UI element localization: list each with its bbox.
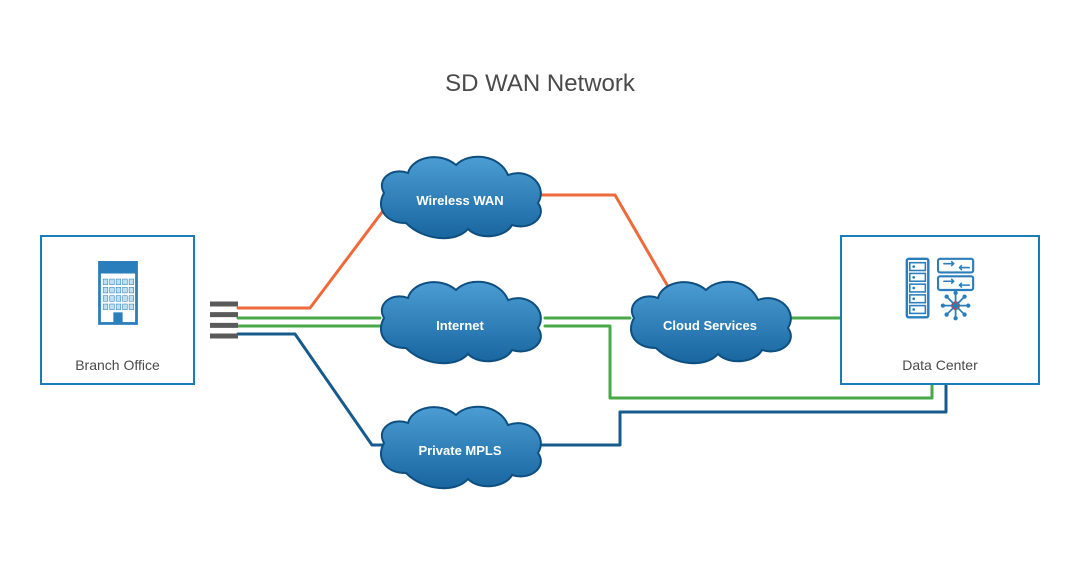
cloud-icon bbox=[370, 145, 550, 245]
diagram-title: SD WAN Network bbox=[0, 70, 1080, 98]
branch-office-node: Branch Office bbox=[40, 235, 195, 385]
private-mpls-cloud: Private MPLS bbox=[370, 395, 550, 495]
wireless-wan-cloud: Wireless WAN bbox=[370, 145, 550, 245]
building-icon bbox=[90, 255, 146, 329]
data-center-node: Data Center bbox=[840, 235, 1040, 385]
cloud-icon bbox=[370, 270, 550, 370]
branch-office-label: Branch Office bbox=[42, 357, 193, 373]
diagram-canvas: SD WAN Network Branch Office Data Center… bbox=[0, 0, 1080, 565]
server-icon bbox=[901, 251, 979, 329]
data-center-label: Data Center bbox=[842, 357, 1038, 373]
cloud-icon bbox=[370, 395, 550, 495]
internet-cloud: Internet bbox=[370, 270, 550, 370]
cloud-icon bbox=[620, 270, 800, 370]
mpls-datacenter bbox=[540, 385, 946, 445]
cloud-services-cloud: Cloud Services bbox=[620, 270, 800, 370]
